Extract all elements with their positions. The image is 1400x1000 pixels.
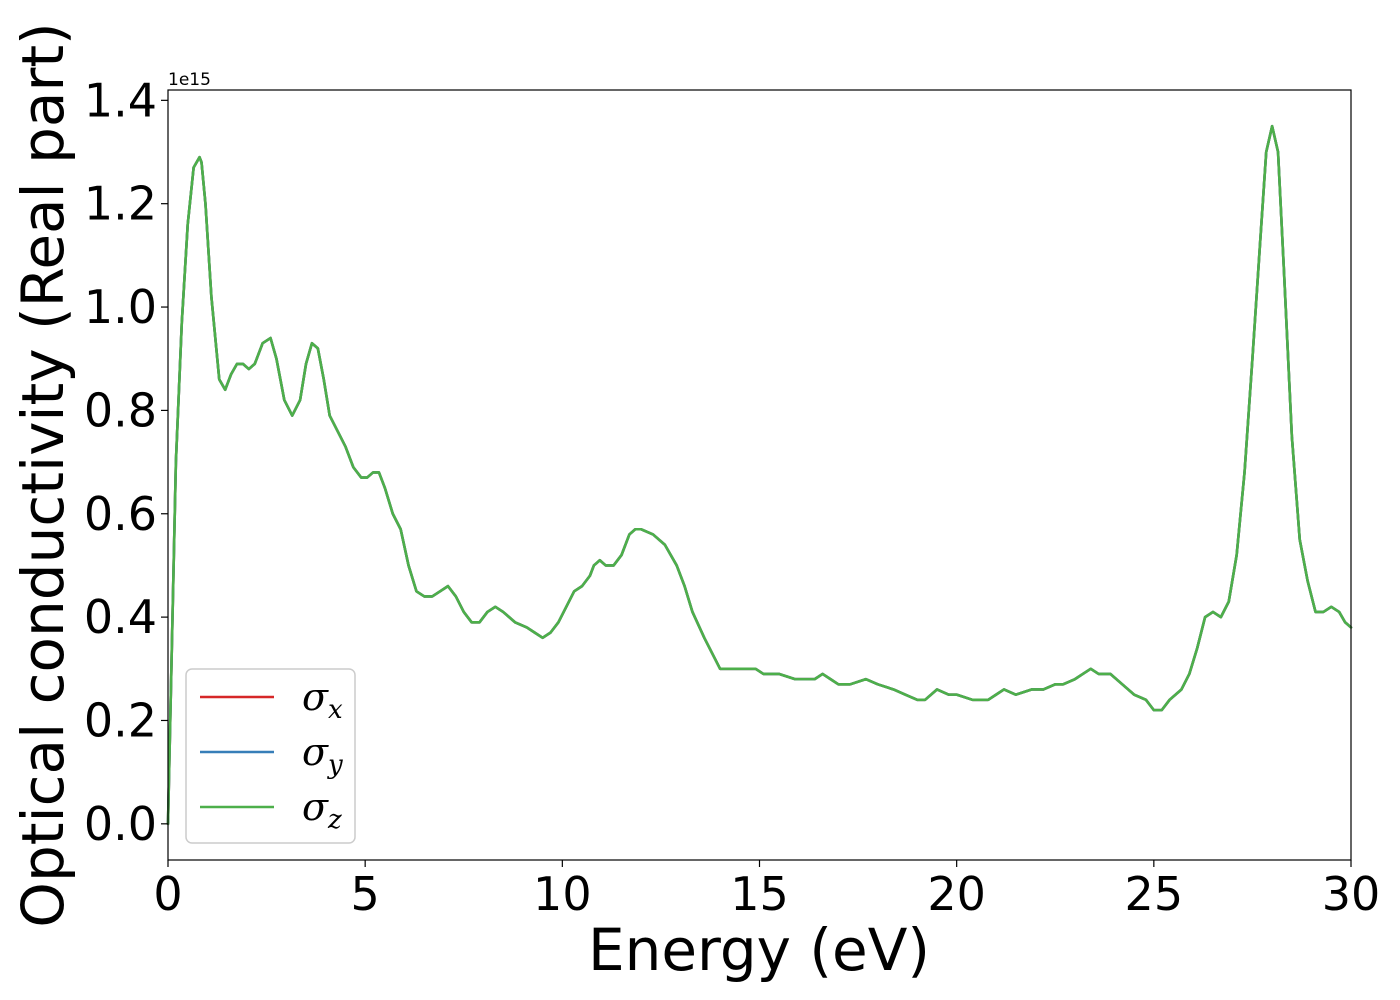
legend-box — [185, 668, 356, 844]
y-tick-label: 1.2 — [84, 177, 157, 231]
x-tick-label: 20 — [927, 867, 986, 921]
y-tick-label: 0.4 — [84, 590, 157, 644]
y-tick-label: 1.0 — [84, 280, 157, 334]
y-tick-label: 0.0 — [84, 797, 157, 851]
y-axis: 0.0 0.2 0.4 0.6 0.8 1.0 1.2 1.4 — [84, 73, 168, 851]
x-tick-label: 5 — [351, 867, 380, 921]
legend-label-y: σy — [302, 730, 343, 780]
y-exponent-label: 1e15 — [168, 70, 211, 90]
y-tick-label: 1.4 — [84, 73, 157, 127]
plot-area — [168, 90, 1351, 860]
x-tick-label: 25 — [1125, 867, 1184, 921]
x-tick-label: 10 — [533, 867, 592, 921]
y-tick-label: 0.6 — [84, 487, 157, 541]
x-axis: 0 5 10 15 20 25 30 — [153, 860, 1380, 921]
series-layer — [166, 124, 1353, 826]
series-line-z — [166, 124, 1353, 826]
y-tick-label: 0.2 — [84, 693, 157, 747]
x-tick-label: 0 — [153, 867, 182, 921]
y-axis-title: Optical conductivity (Real part) — [9, 22, 77, 927]
x-tick-label: 30 — [1322, 867, 1381, 921]
x-axis-title: Energy (eV) — [588, 916, 930, 984]
x-tick-label: 15 — [730, 867, 789, 921]
y-tick-label: 0.8 — [84, 383, 157, 437]
